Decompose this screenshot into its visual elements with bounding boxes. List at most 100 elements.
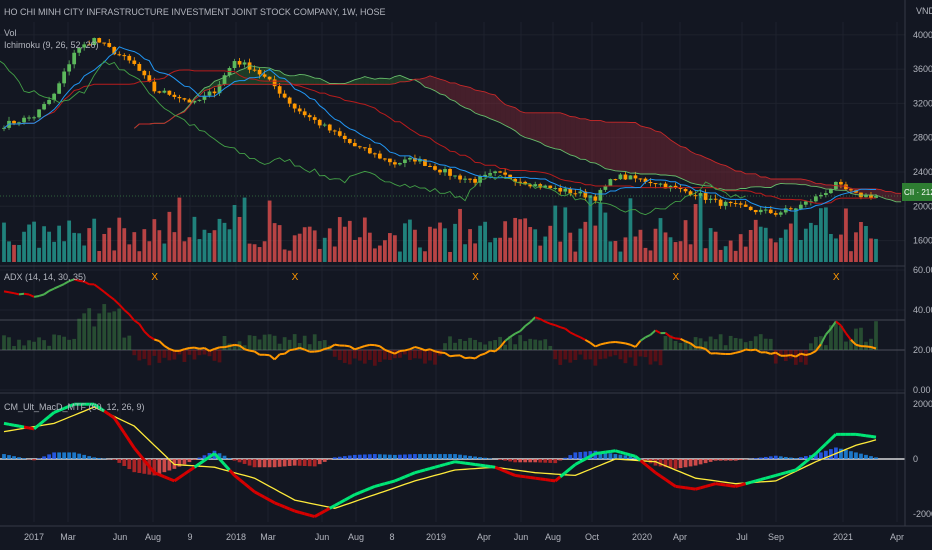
volume-bar <box>443 228 447 262</box>
volume-bar <box>483 221 487 262</box>
macd-histogram-bar <box>473 456 477 459</box>
cloud-segment <box>780 179 786 184</box>
di-spread-bar <box>478 342 482 350</box>
macd-line-segment <box>143 459 151 468</box>
macd-histogram-bar <box>92 457 97 459</box>
macd-line-segment <box>268 498 276 505</box>
macd-line-segment <box>429 465 436 471</box>
macd-histogram-bar <box>698 459 703 465</box>
di-spread-bar <box>2 335 6 350</box>
last-price-tag: CII · 21200 <box>902 183 932 201</box>
macd-histogram-bar <box>217 453 222 459</box>
volume-indicator-label[interactable]: Vol <box>4 28 17 38</box>
di-spread-bar <box>142 350 147 359</box>
macd-line-segment <box>404 473 411 479</box>
di-spread-bar <box>573 350 578 360</box>
macd-histogram-bar <box>503 459 508 461</box>
volume-bar <box>788 223 793 262</box>
macd-histogram-bar <box>658 459 663 467</box>
volume-bar <box>758 226 763 262</box>
macd-line-segment <box>669 481 677 488</box>
volume-bar <box>398 251 402 262</box>
volume-bar <box>267 200 272 262</box>
adx-axis-tick-label: 20.00 <box>913 345 932 355</box>
di-spread-bar <box>443 343 447 350</box>
cloud-segment <box>881 189 887 199</box>
volume-bar <box>498 237 503 262</box>
price-axis-tick-label: 28000 <box>913 133 932 143</box>
candle-body <box>483 174 487 177</box>
adx-line-segment <box>449 354 456 358</box>
macd-histogram-bar <box>312 459 317 467</box>
adx-line-segment <box>58 283 65 288</box>
volume-bar <box>187 237 192 262</box>
macd-line-segment <box>509 471 516 477</box>
price-axis[interactable]: 4000036000320002800024000200001600060.00… <box>913 30 932 519</box>
adx-line-segment <box>574 334 581 339</box>
cloud-segment <box>384 78 390 85</box>
volume-bar <box>728 240 733 262</box>
adx-line-segment <box>3 290 10 294</box>
macd-histogram-bar <box>237 459 242 463</box>
macd-histogram-bar <box>257 459 262 468</box>
macd-line-segment <box>615 449 621 454</box>
adx-line-segment <box>319 348 326 352</box>
cloud-segment <box>635 122 641 175</box>
ichimoku-indicator-label[interactable]: Ichimoku (9, 26, 52, 26) <box>4 40 99 50</box>
candle-body <box>713 198 718 200</box>
di-spread-bar <box>628 350 633 358</box>
adx-indicator-label[interactable]: ADX (14, 14, 30, 35) <box>4 272 86 282</box>
adx-line-segment <box>434 350 441 354</box>
candle-body <box>267 76 272 80</box>
macd-indicator-label[interactable]: CM_Ult_MacD_MTF (60, 12, 26, 9) <box>4 402 145 412</box>
macd-histogram-bar <box>723 459 728 461</box>
macd-histogram-bar <box>72 452 77 459</box>
adx-axis-tick-label: 60.00 <box>913 265 932 275</box>
macd-histogram-bar <box>433 454 437 459</box>
di-spread-bar <box>192 350 197 360</box>
macd-line-segment <box>730 484 736 488</box>
candle-body <box>783 208 788 213</box>
cloud-segment <box>254 66 260 85</box>
volume-bar <box>212 230 217 262</box>
cloud-segment <box>460 85 466 108</box>
candle-body <box>377 153 382 159</box>
volume-bar <box>798 239 803 262</box>
candle-body <box>633 175 638 179</box>
adx-line-segment <box>740 348 747 353</box>
macd-histogram-bar <box>403 454 407 459</box>
volume-bar <box>523 218 528 262</box>
volume-bar <box>428 226 432 262</box>
macd-line-segment <box>93 402 101 409</box>
candle-body <box>382 158 387 160</box>
di-spread-bar <box>157 350 162 363</box>
candle-body <box>533 184 538 187</box>
candle-body <box>653 183 658 185</box>
macd-line-segment <box>595 451 601 456</box>
macd-histogram-bar <box>137 459 142 473</box>
di-spread-bar <box>12 345 16 350</box>
macd-line-segment <box>439 463 446 468</box>
volume-bar <box>834 238 838 262</box>
senkou-b-line <box>134 75 902 194</box>
macd-line-segment <box>479 463 486 468</box>
macd-line-segment <box>740 482 747 487</box>
volume-bar <box>257 247 262 262</box>
time-axis-tick-label: Jun <box>113 532 128 542</box>
cloud-segment <box>580 118 586 160</box>
di-spread-bar <box>222 335 227 350</box>
di-spread-bar <box>758 334 763 350</box>
candle-body <box>52 93 56 100</box>
time-axis-tick-label: Mar <box>60 532 76 542</box>
di-spread-bar <box>738 338 743 350</box>
cloud-segment <box>555 112 561 150</box>
time-axis-tick-label: Apr <box>673 532 687 542</box>
adx-cross-marker: X <box>673 272 680 283</box>
macd-histogram-bar <box>573 452 578 459</box>
cloud-segment <box>590 120 596 164</box>
candle-body <box>503 172 508 175</box>
di-spread-bar <box>513 344 518 350</box>
macd-histogram-bar <box>864 454 868 459</box>
di-spread-bar <box>693 337 698 350</box>
time-axis[interactable]: 2017 Mar Jun Aug 9 2018 Mar Jun Aug 8 2019 Apr Jun Au… <box>24 532 904 542</box>
